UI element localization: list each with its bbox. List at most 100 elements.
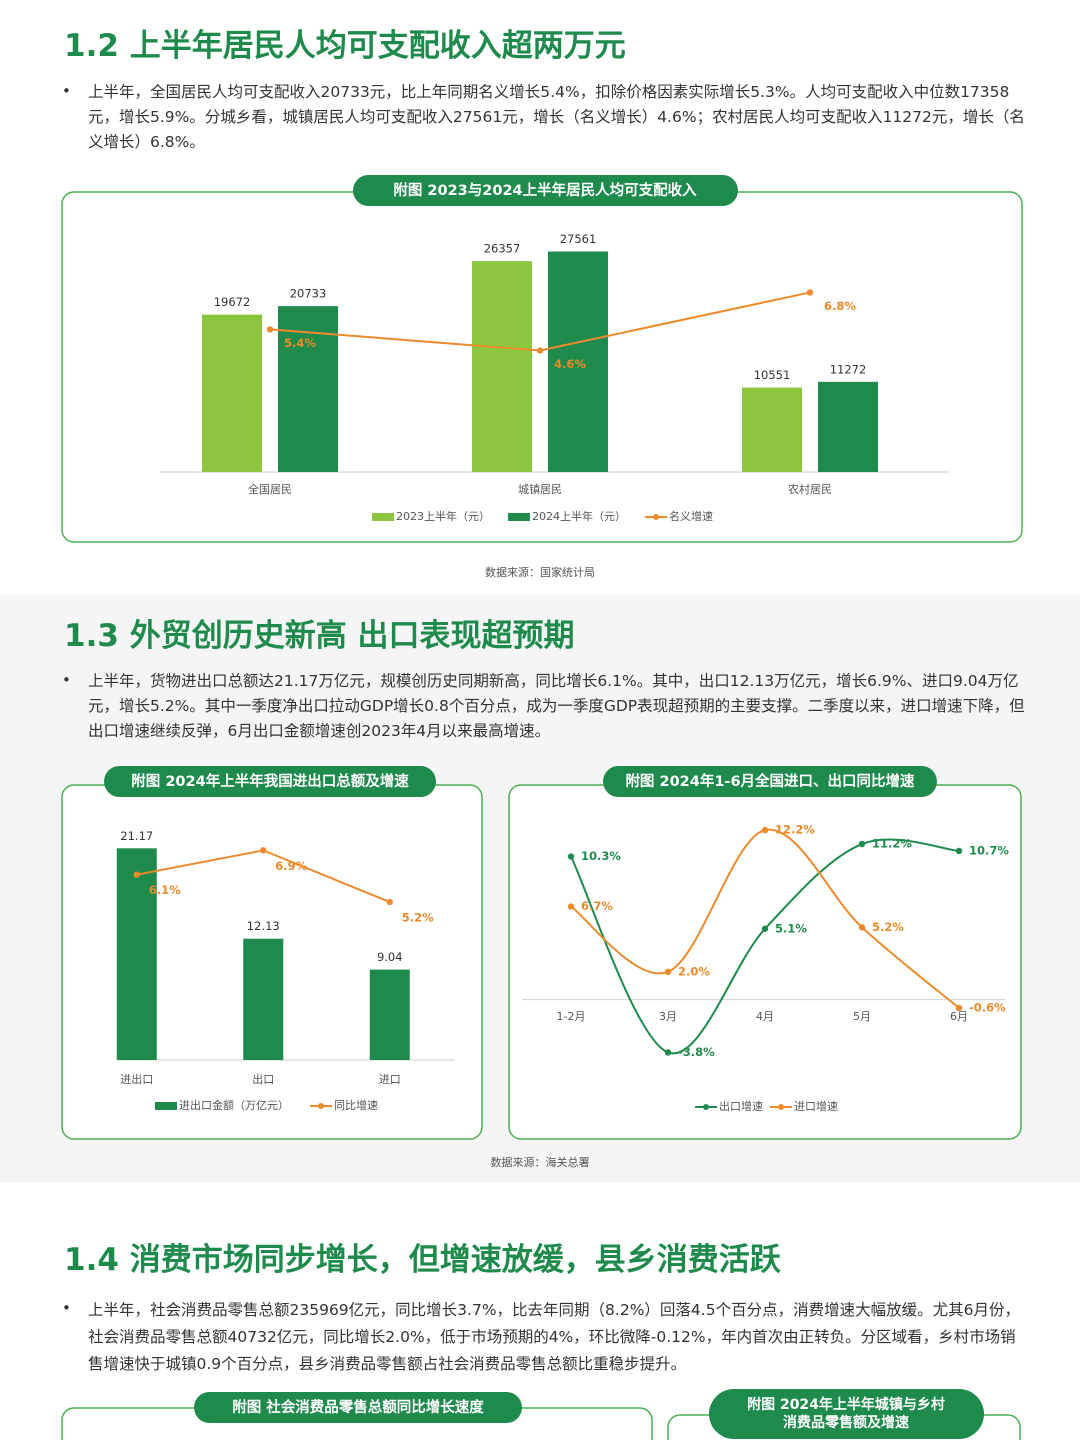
bar-value-label: 21.17 bbox=[120, 829, 153, 843]
line-point bbox=[955, 1004, 963, 1012]
x-tick-label: 5月 bbox=[853, 1010, 871, 1023]
legend-label: 2023上半年（元） bbox=[396, 509, 490, 523]
title-pill bbox=[603, 766, 937, 797]
point-value-label: 4.6% bbox=[554, 357, 586, 371]
point-value-label: 11.2% bbox=[872, 837, 912, 851]
x-tick-label: 进出口 bbox=[120, 1072, 153, 1086]
x-tick-label: 全国居民 bbox=[248, 482, 292, 496]
bar-value-label: 9.04 bbox=[377, 950, 403, 964]
bar-value-label: 10551 bbox=[754, 368, 791, 382]
line-point bbox=[386, 898, 393, 906]
title-pill bbox=[194, 1392, 522, 1423]
point-value-label: 10.3% bbox=[581, 849, 621, 863]
x-tick-label: 出口 bbox=[252, 1072, 274, 1086]
point-value-label: 5.4% bbox=[284, 336, 316, 350]
chart-title: 附图 2024年上半年我国进出口总额及增速 bbox=[131, 772, 409, 790]
section-title: 1.4 消费市场同步增长，但增速放缓，县乡消费活跃 bbox=[64, 1242, 781, 1278]
point-value-label: 10.7% bbox=[969, 843, 1009, 857]
point-value-label: -0.6% bbox=[969, 1000, 1006, 1014]
line-point bbox=[536, 347, 544, 354]
paragraph: 上半年，社会消费品零售总额235969亿元，同比增长3.7%，比去年同期（8.2… bbox=[88, 1301, 1020, 1373]
legend-label: 2024上半年（元） bbox=[532, 509, 626, 523]
bar bbox=[818, 381, 878, 472]
panel-title: 消费品零售额及增速 bbox=[783, 1414, 909, 1431]
bar bbox=[369, 969, 410, 1060]
source: 数据来源：国家统计局 bbox=[485, 565, 595, 579]
point-value-label: 6.9% bbox=[275, 859, 307, 873]
x-tick-label: 农村居民 bbox=[788, 482, 832, 496]
line-point bbox=[567, 853, 575, 860]
panel-title: 附图 社会消费品零售总额同比增长速度 bbox=[232, 1398, 484, 1416]
point-value-label: 5.2% bbox=[402, 911, 434, 925]
line-point bbox=[266, 326, 274, 333]
section-title: 1.2 上半年居民人均可支配收入超两万元 bbox=[64, 28, 626, 64]
legend-label: 进口增速 bbox=[794, 1099, 838, 1113]
legend-label: 出口增速 bbox=[719, 1099, 763, 1113]
line-point bbox=[761, 925, 769, 932]
x-tick-label: 6月 bbox=[950, 1010, 968, 1023]
line-point bbox=[761, 826, 769, 834]
chart-panel bbox=[508, 784, 1022, 1140]
legend-swatch bbox=[653, 514, 659, 520]
legend-swatch bbox=[155, 1102, 177, 1110]
bar-value-label: 26357 bbox=[484, 242, 521, 256]
legend-label: 同比增速 bbox=[334, 1098, 378, 1112]
bar-value-label: 27561 bbox=[560, 232, 597, 246]
bar-value-label: 12.13 bbox=[247, 919, 280, 933]
x-tick-label: 城镇居民 bbox=[518, 482, 562, 496]
point-value-label: -3.8% bbox=[678, 1045, 715, 1059]
title-pill bbox=[709, 1389, 984, 1439]
line-point bbox=[664, 1049, 672, 1056]
title-pill bbox=[353, 175, 738, 206]
legend-swatch bbox=[703, 1104, 709, 1110]
source: 数据来源：海关总署 bbox=[491, 1155, 590, 1169]
line-point bbox=[133, 871, 140, 878]
point-value-label: 12.2% bbox=[775, 823, 815, 837]
point-value-label: 6.7% bbox=[581, 899, 613, 913]
paragraph: 上半年，全国居民人均可支配收入20733元，比上年同期名义增长5.4%，扣除价格… bbox=[88, 83, 1025, 151]
bar bbox=[742, 387, 802, 472]
legend-swatch bbox=[372, 513, 394, 521]
panel-title: 附图 2024年上半年城镇与乡村 bbox=[747, 1396, 945, 1413]
bar bbox=[243, 938, 284, 1060]
point-value-label: 6.1% bbox=[149, 883, 181, 897]
line-point bbox=[806, 289, 814, 296]
point-value-label: 5.1% bbox=[775, 921, 807, 935]
legend-label: 名义增速 bbox=[669, 509, 713, 523]
bar-value-label: 20733 bbox=[290, 287, 327, 301]
line-point bbox=[858, 924, 866, 931]
paragraph: 上半年，货物进出口总额达21.17万亿元，规模创历史同期新高，同比增长6.1%。… bbox=[88, 672, 1025, 740]
bar-value-label: 11272 bbox=[830, 362, 867, 376]
point-value-label: 5.2% bbox=[872, 920, 904, 934]
bar-value-label: 19672 bbox=[214, 295, 251, 309]
bullet: • bbox=[62, 671, 71, 689]
bullet: • bbox=[62, 1299, 71, 1317]
legend-label: 进出口金额（万亿元） bbox=[179, 1098, 289, 1112]
x-tick-label: 4月 bbox=[756, 1010, 774, 1023]
chart-title: 附图 2023与2024上半年居民人均可支配收入 bbox=[393, 181, 697, 199]
chart-title: 附图 2024年1-6月全国进口、出口同比增速 bbox=[625, 772, 915, 790]
title-pill bbox=[104, 766, 436, 797]
section-title: 1.3 外贸创历史新高 出口表现超预期 bbox=[64, 618, 575, 654]
x-tick-label: 进口 bbox=[379, 1073, 401, 1086]
legend-swatch bbox=[318, 1103, 324, 1109]
line-point bbox=[260, 847, 267, 854]
x-tick-label: 3月 bbox=[659, 1010, 677, 1023]
bullet: • bbox=[62, 82, 71, 100]
bar bbox=[116, 848, 157, 1060]
line-point bbox=[955, 847, 963, 855]
point-value-label: 2.0% bbox=[678, 964, 710, 978]
point-value-label: 6.8% bbox=[824, 299, 856, 313]
bar bbox=[472, 261, 532, 472]
legend-swatch bbox=[778, 1104, 784, 1110]
bar bbox=[202, 314, 262, 472]
legend-swatch bbox=[508, 513, 530, 521]
line-series bbox=[570, 838, 960, 1055]
x-tick-label: 1-2月 bbox=[557, 1010, 586, 1023]
bar bbox=[548, 251, 608, 472]
line-point bbox=[567, 903, 575, 910]
line-point bbox=[858, 840, 866, 848]
